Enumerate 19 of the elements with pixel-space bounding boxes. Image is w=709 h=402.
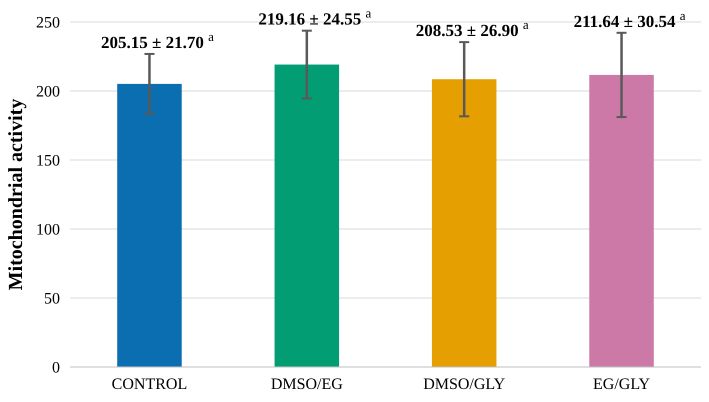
x-tick-label: DMSO/GLY [423, 376, 506, 393]
y-tick-label: 100 [36, 222, 60, 239]
data-label: 211.64 ± 30.54 $^{a}$ [574, 7, 686, 31]
data-label: 205.15 ± 21.70 $^{a}$ [101, 28, 214, 52]
y-axis-title: Mitochondrial activity [5, 98, 27, 290]
y-tick-label: 250 [36, 14, 60, 32]
x-tick-label: CONTROL [112, 376, 188, 393]
data-label: 208.53 ± 26.90 $^{a}$ [416, 16, 529, 40]
data-label: 219.16 ± 24.55 $^{a}$ [258, 5, 372, 29]
bar [117, 84, 182, 367]
x-tick-label: EG/GLY [593, 376, 651, 393]
y-tick-label: 200 [36, 84, 60, 101]
bar [274, 64, 340, 367]
y-tick-label: 150 [36, 152, 60, 170]
bar [432, 79, 496, 367]
y-tick-label: 50 [44, 290, 60, 308]
x-tick-label: DMSO/EG [270, 376, 344, 393]
y-tick-label: 0 [52, 360, 60, 377]
bar [589, 74, 654, 367]
